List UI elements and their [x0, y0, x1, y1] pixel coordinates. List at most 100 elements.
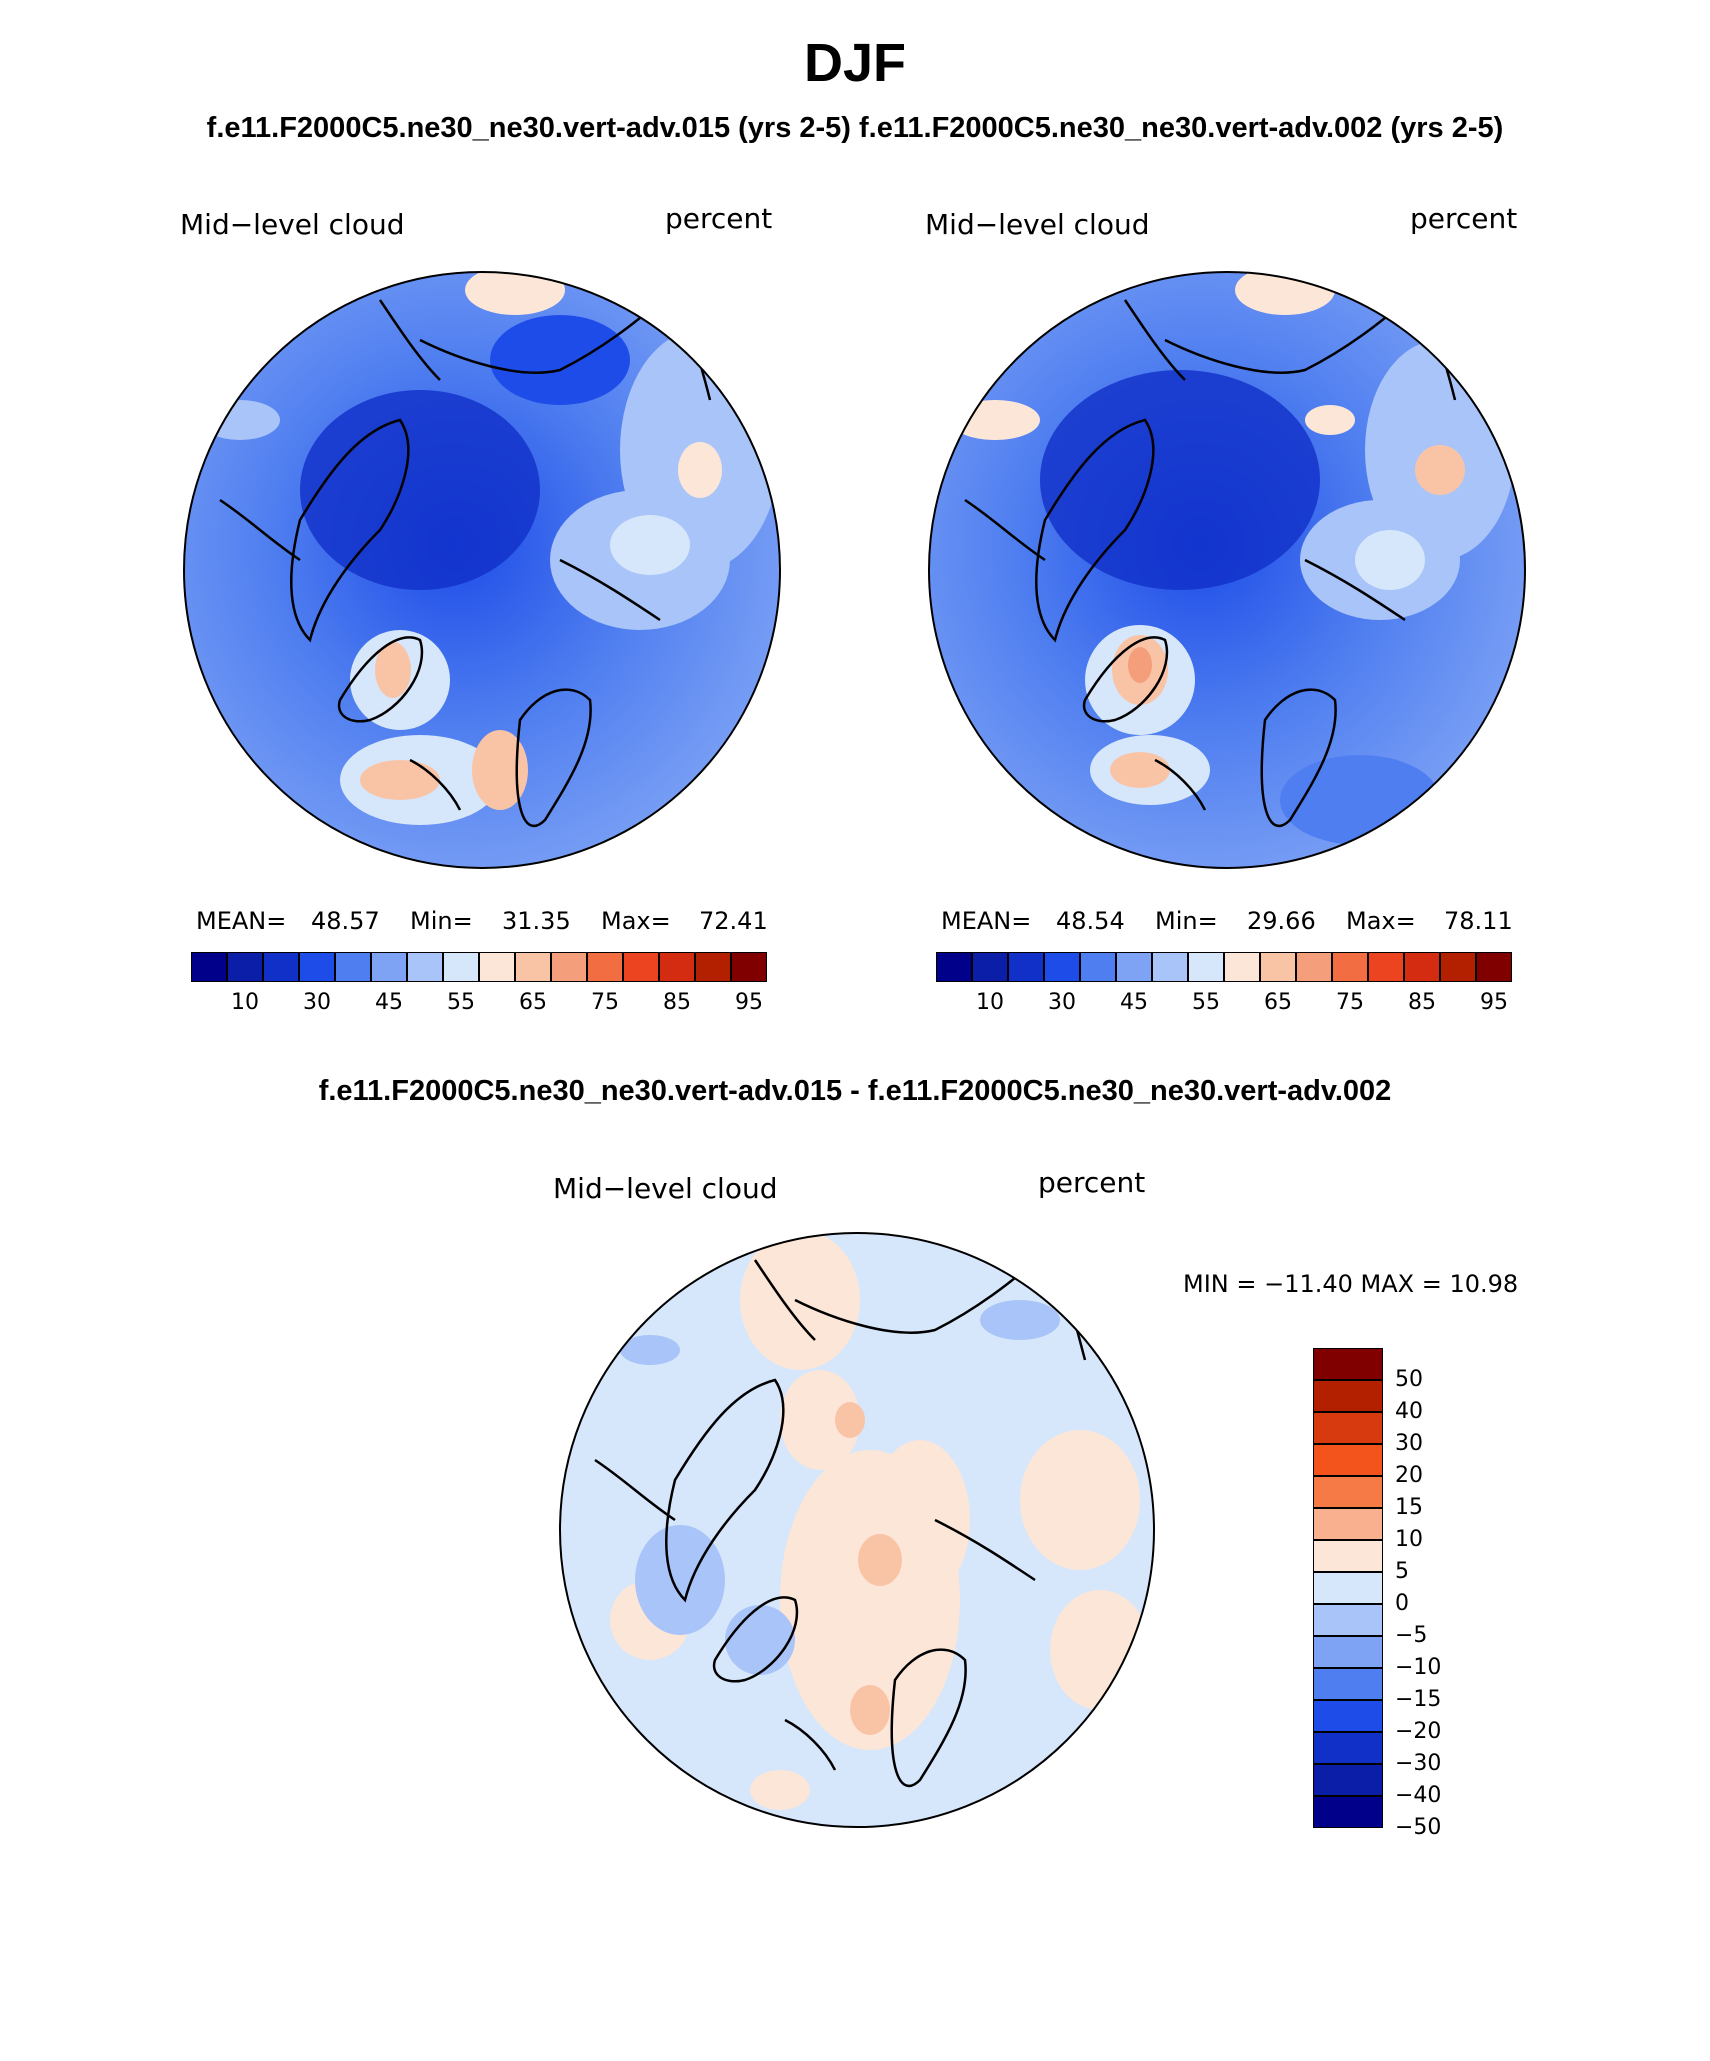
colorbar-box: [1188, 952, 1224, 982]
colorbar-tick-label: 50: [1395, 1367, 1423, 1392]
colorbar-tick-label: 65: [1264, 990, 1292, 1015]
colorbar-box: [1440, 952, 1476, 982]
colorbar-box: [731, 952, 767, 982]
colorbar-tick-label: 45: [1120, 990, 1148, 1015]
colorbar-box: [1044, 952, 1080, 982]
right-max-label: Max=: [1346, 907, 1416, 935]
colorbar-tick-label: 30: [1048, 990, 1076, 1015]
colorbar-box: [1404, 952, 1440, 982]
left-mean-label: MEAN=: [196, 907, 287, 935]
colorbar-box: [551, 952, 587, 982]
colorbar-tick-label: 5: [1395, 1559, 1409, 1584]
colorbar-box: [1080, 952, 1116, 982]
colorbar-tick-label: 45: [375, 990, 403, 1015]
colorbar-box: [299, 952, 335, 982]
colorbar-box: [695, 952, 731, 982]
diff-minmax-text: MIN = −11.40 MAX = 10.98: [1183, 1270, 1519, 1298]
colorbar-box: [587, 952, 623, 982]
left-mean-value: 48.57: [311, 907, 380, 935]
colorbar-tick-label: 10: [1395, 1527, 1423, 1552]
colorbar-box: [1313, 1636, 1383, 1668]
diff-variable-label: Mid−level cloud: [553, 1172, 778, 1205]
colorbar-tick-label: 95: [1480, 990, 1508, 1015]
colorbar-tick-label: 55: [447, 990, 475, 1015]
colorbar-box: [515, 952, 551, 982]
right-min-label: Min=: [1155, 907, 1218, 935]
colorbar-box: [1116, 952, 1152, 982]
colorbar-box: [659, 952, 695, 982]
colorbar-box: [1260, 952, 1296, 982]
right-units-label: percent: [1410, 202, 1518, 235]
colorbar-tick-label: 85: [663, 990, 691, 1015]
colorbar-tick-label: 65: [519, 990, 547, 1015]
left-max-value: 72.41: [699, 907, 768, 935]
page-title: DJF: [803, 33, 906, 93]
right-variable-label: Mid−level cloud: [925, 208, 1150, 241]
colorbar-box: [972, 952, 1008, 982]
colorbar-tick-label: −40: [1395, 1783, 1442, 1808]
colorbar-box: [1476, 952, 1512, 982]
colorbar-box: [1313, 1764, 1383, 1796]
colorbar-box: [623, 952, 659, 982]
right-colorbar: 10 30 45 55 65 75 85 95: [936, 952, 1512, 1015]
colorbar-box: [1313, 1572, 1383, 1604]
colorbar-tick-label: 0: [1395, 1591, 1409, 1616]
colorbar-box: [479, 952, 515, 982]
colorbar-tick-label: 75: [1336, 990, 1364, 1015]
colorbar-box: [1313, 1412, 1383, 1444]
left-min-label: Min=: [410, 907, 473, 935]
colorbar-box: [1313, 1700, 1383, 1732]
colorbar-box: [371, 952, 407, 982]
diff-units-label: percent: [1038, 1166, 1146, 1199]
colorbar-box: [1296, 952, 1332, 982]
colorbar-box: [191, 952, 227, 982]
right-mean-label: MEAN=: [941, 907, 1032, 935]
colorbar-box: [1313, 1380, 1383, 1412]
colorbar-box: [335, 952, 371, 982]
right-mean-value: 48.54: [1056, 907, 1125, 935]
colorbar-tick-label: 10: [976, 990, 1004, 1015]
colorbar-box: [1368, 952, 1404, 982]
colorbar-box: [1313, 1732, 1383, 1764]
left-colorbar: 10 30 45 55 65 75 85 95: [191, 952, 767, 1015]
colorbar-tick-label: 15: [1395, 1495, 1423, 1520]
right-max-value: 78.11: [1444, 907, 1513, 935]
colorbar-tick-label: −15: [1395, 1687, 1442, 1712]
colorbar-tick-label: 30: [1395, 1431, 1423, 1456]
colorbar-box: [1224, 952, 1260, 982]
colorbar-tick-label: −50: [1395, 1815, 1442, 1840]
colorbar-tick-label: −20: [1395, 1719, 1442, 1744]
colorbar-box: [936, 952, 972, 982]
right-min-value: 29.66: [1247, 907, 1316, 935]
subtitle-cases: f.e11.F2000C5.ne30_ne30.vert-adv.015 (yr…: [206, 112, 1504, 144]
colorbar-tick-label: −10: [1395, 1655, 1442, 1680]
colorbar-box: [443, 952, 479, 982]
diff-colorbar: 50 40 30 20 15 10 5 0 −5 −10 −15 −20 −30 −40 −50: [1313, 1348, 1441, 1840]
colorbar-box: [263, 952, 299, 982]
colorbar-tick-label: 75: [591, 990, 619, 1015]
left-max-label: Max=: [601, 907, 671, 935]
colorbar-box: [407, 952, 443, 982]
left-units-label: percent: [665, 202, 773, 235]
colorbar-tick-label: 95: [735, 990, 763, 1015]
colorbar-box: [1313, 1604, 1383, 1636]
colorbar-tick-label: 10: [231, 990, 259, 1015]
colorbar-box: [1313, 1540, 1383, 1572]
colorbar-tick-label: 55: [1192, 990, 1220, 1015]
colorbar-tick-label: −5: [1395, 1623, 1428, 1648]
colorbar-box: [1313, 1348, 1383, 1380]
colorbar-box: [1313, 1796, 1383, 1828]
colorbar-box: [227, 952, 263, 982]
left-min-value: 31.35: [502, 907, 571, 935]
colorbar-tick-label: 30: [303, 990, 331, 1015]
colorbar-tick-label: 20: [1395, 1463, 1423, 1488]
subtitle-difference: f.e11.F2000C5.ne30_ne30.vert-adv.015 - f…: [318, 1075, 1392, 1107]
colorbar-tick-label: −30: [1395, 1751, 1442, 1776]
colorbar-box: [1313, 1508, 1383, 1540]
colorbar-box: [1152, 952, 1188, 982]
colorbar-box: [1313, 1668, 1383, 1700]
colorbar-box: [1008, 952, 1044, 982]
